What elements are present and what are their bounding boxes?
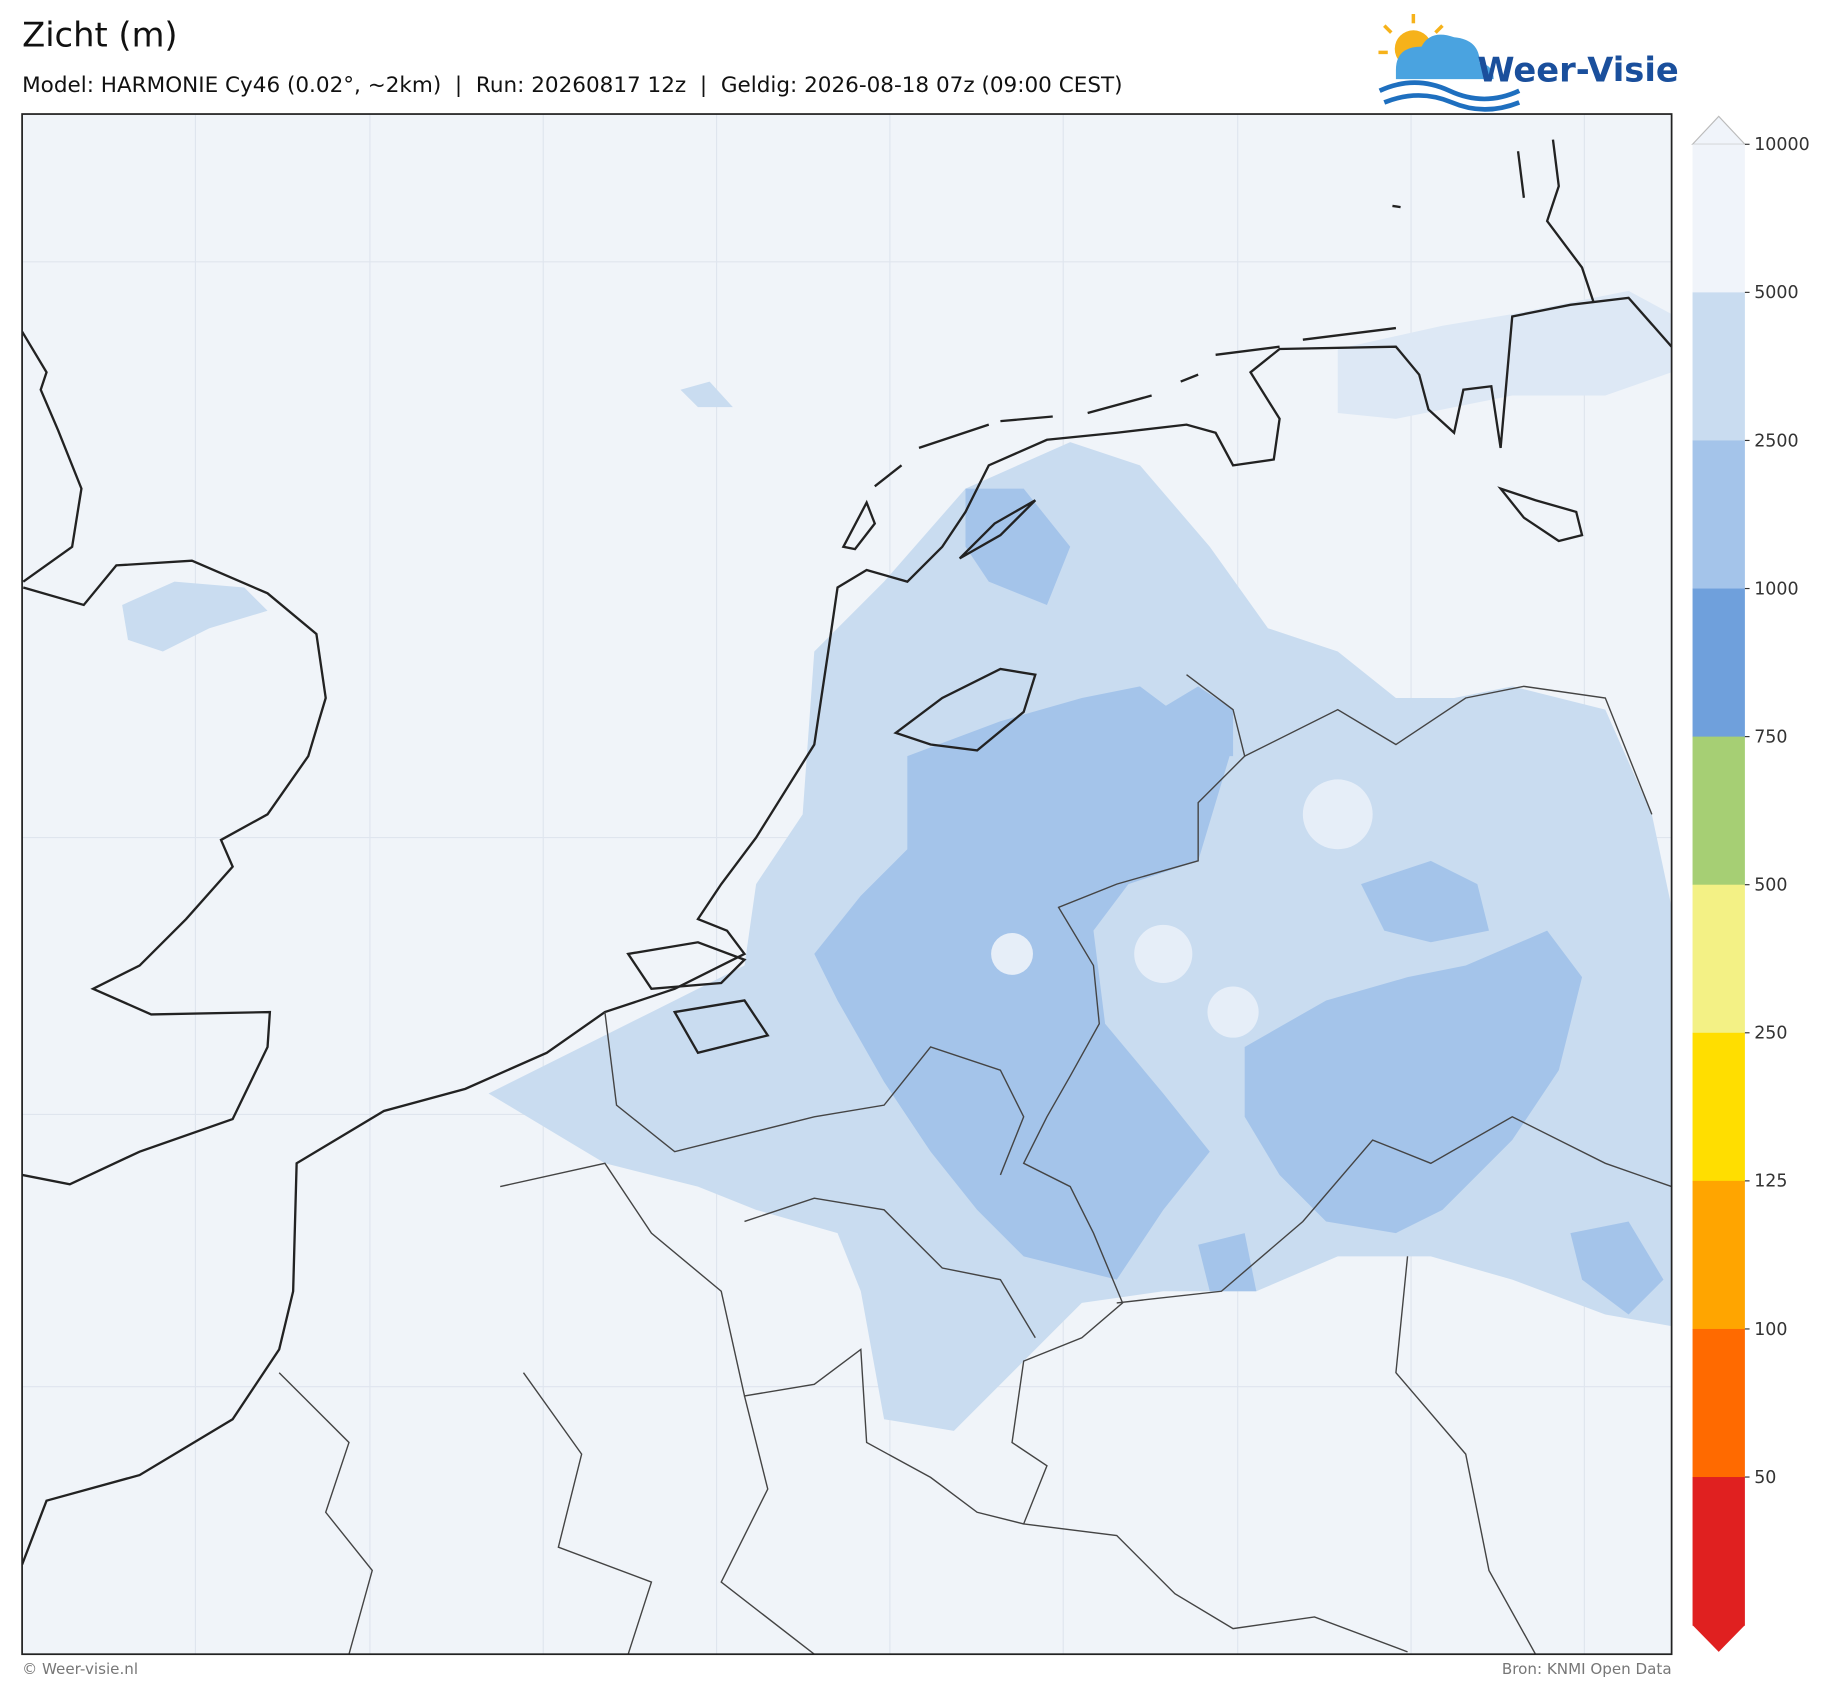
footer-right: Bron: KNMI Open Data [1502, 1660, 1672, 1678]
colorbar-segment [1692, 1180, 1745, 1330]
colorbar-tick-label: 50 [1754, 1468, 1776, 1488]
colorbar: 10000 5000 2500 1000 750 500 250 125 100 50 [1691, 115, 1810, 1652]
colorbar-segment [1692, 1328, 1745, 1478]
colorbar-tick-label: 10000 [1754, 135, 1809, 155]
coastlines [22, 139, 1672, 1566]
map-frame [21, 113, 1673, 1656]
colorbar-tick-label: 5000 [1754, 283, 1798, 303]
colorbar-tick-label: 750 [1754, 727, 1787, 747]
map [22, 114, 1672, 1655]
colorbar-segment [1692, 884, 1745, 1034]
colorbar-segment [1692, 292, 1745, 442]
colorbar-extension-bottom [1692, 1625, 1745, 1652]
colorbar-segment [1692, 736, 1745, 886]
colorbar-tick-label: 100 [1754, 1320, 1787, 1340]
borders [278, 674, 1672, 1655]
colorbar-tick-label: 125 [1754, 1172, 1787, 1192]
colorbar-tick-label: 500 [1754, 876, 1787, 896]
visibility-fields [122, 290, 1672, 1431]
colorbar-segment [1692, 588, 1745, 738]
colorbar-tick-label: 2500 [1754, 431, 1798, 451]
colorbar-segment [1692, 1032, 1745, 1182]
colorbar-segment [1692, 1477, 1745, 1626]
colorbar-extension-top [1691, 115, 1747, 145]
colorbar-segment [1692, 440, 1745, 590]
logo-text: Weer-Visie [1477, 50, 1678, 89]
colorbar-segment [1692, 144, 1745, 293]
colorbar-tick-label: 1000 [1754, 579, 1798, 599]
subtitle: Model: HARMONIE Cy46 (0.02°, ~2km) | Run… [22, 73, 1122, 98]
logo: Weer-Visie [1378, 13, 1679, 112]
footer-left: © Weer-visie.nl [22, 1660, 138, 1678]
colorbar-tick-label: 250 [1754, 1024, 1787, 1044]
title: Zicht (m) [22, 16, 177, 55]
